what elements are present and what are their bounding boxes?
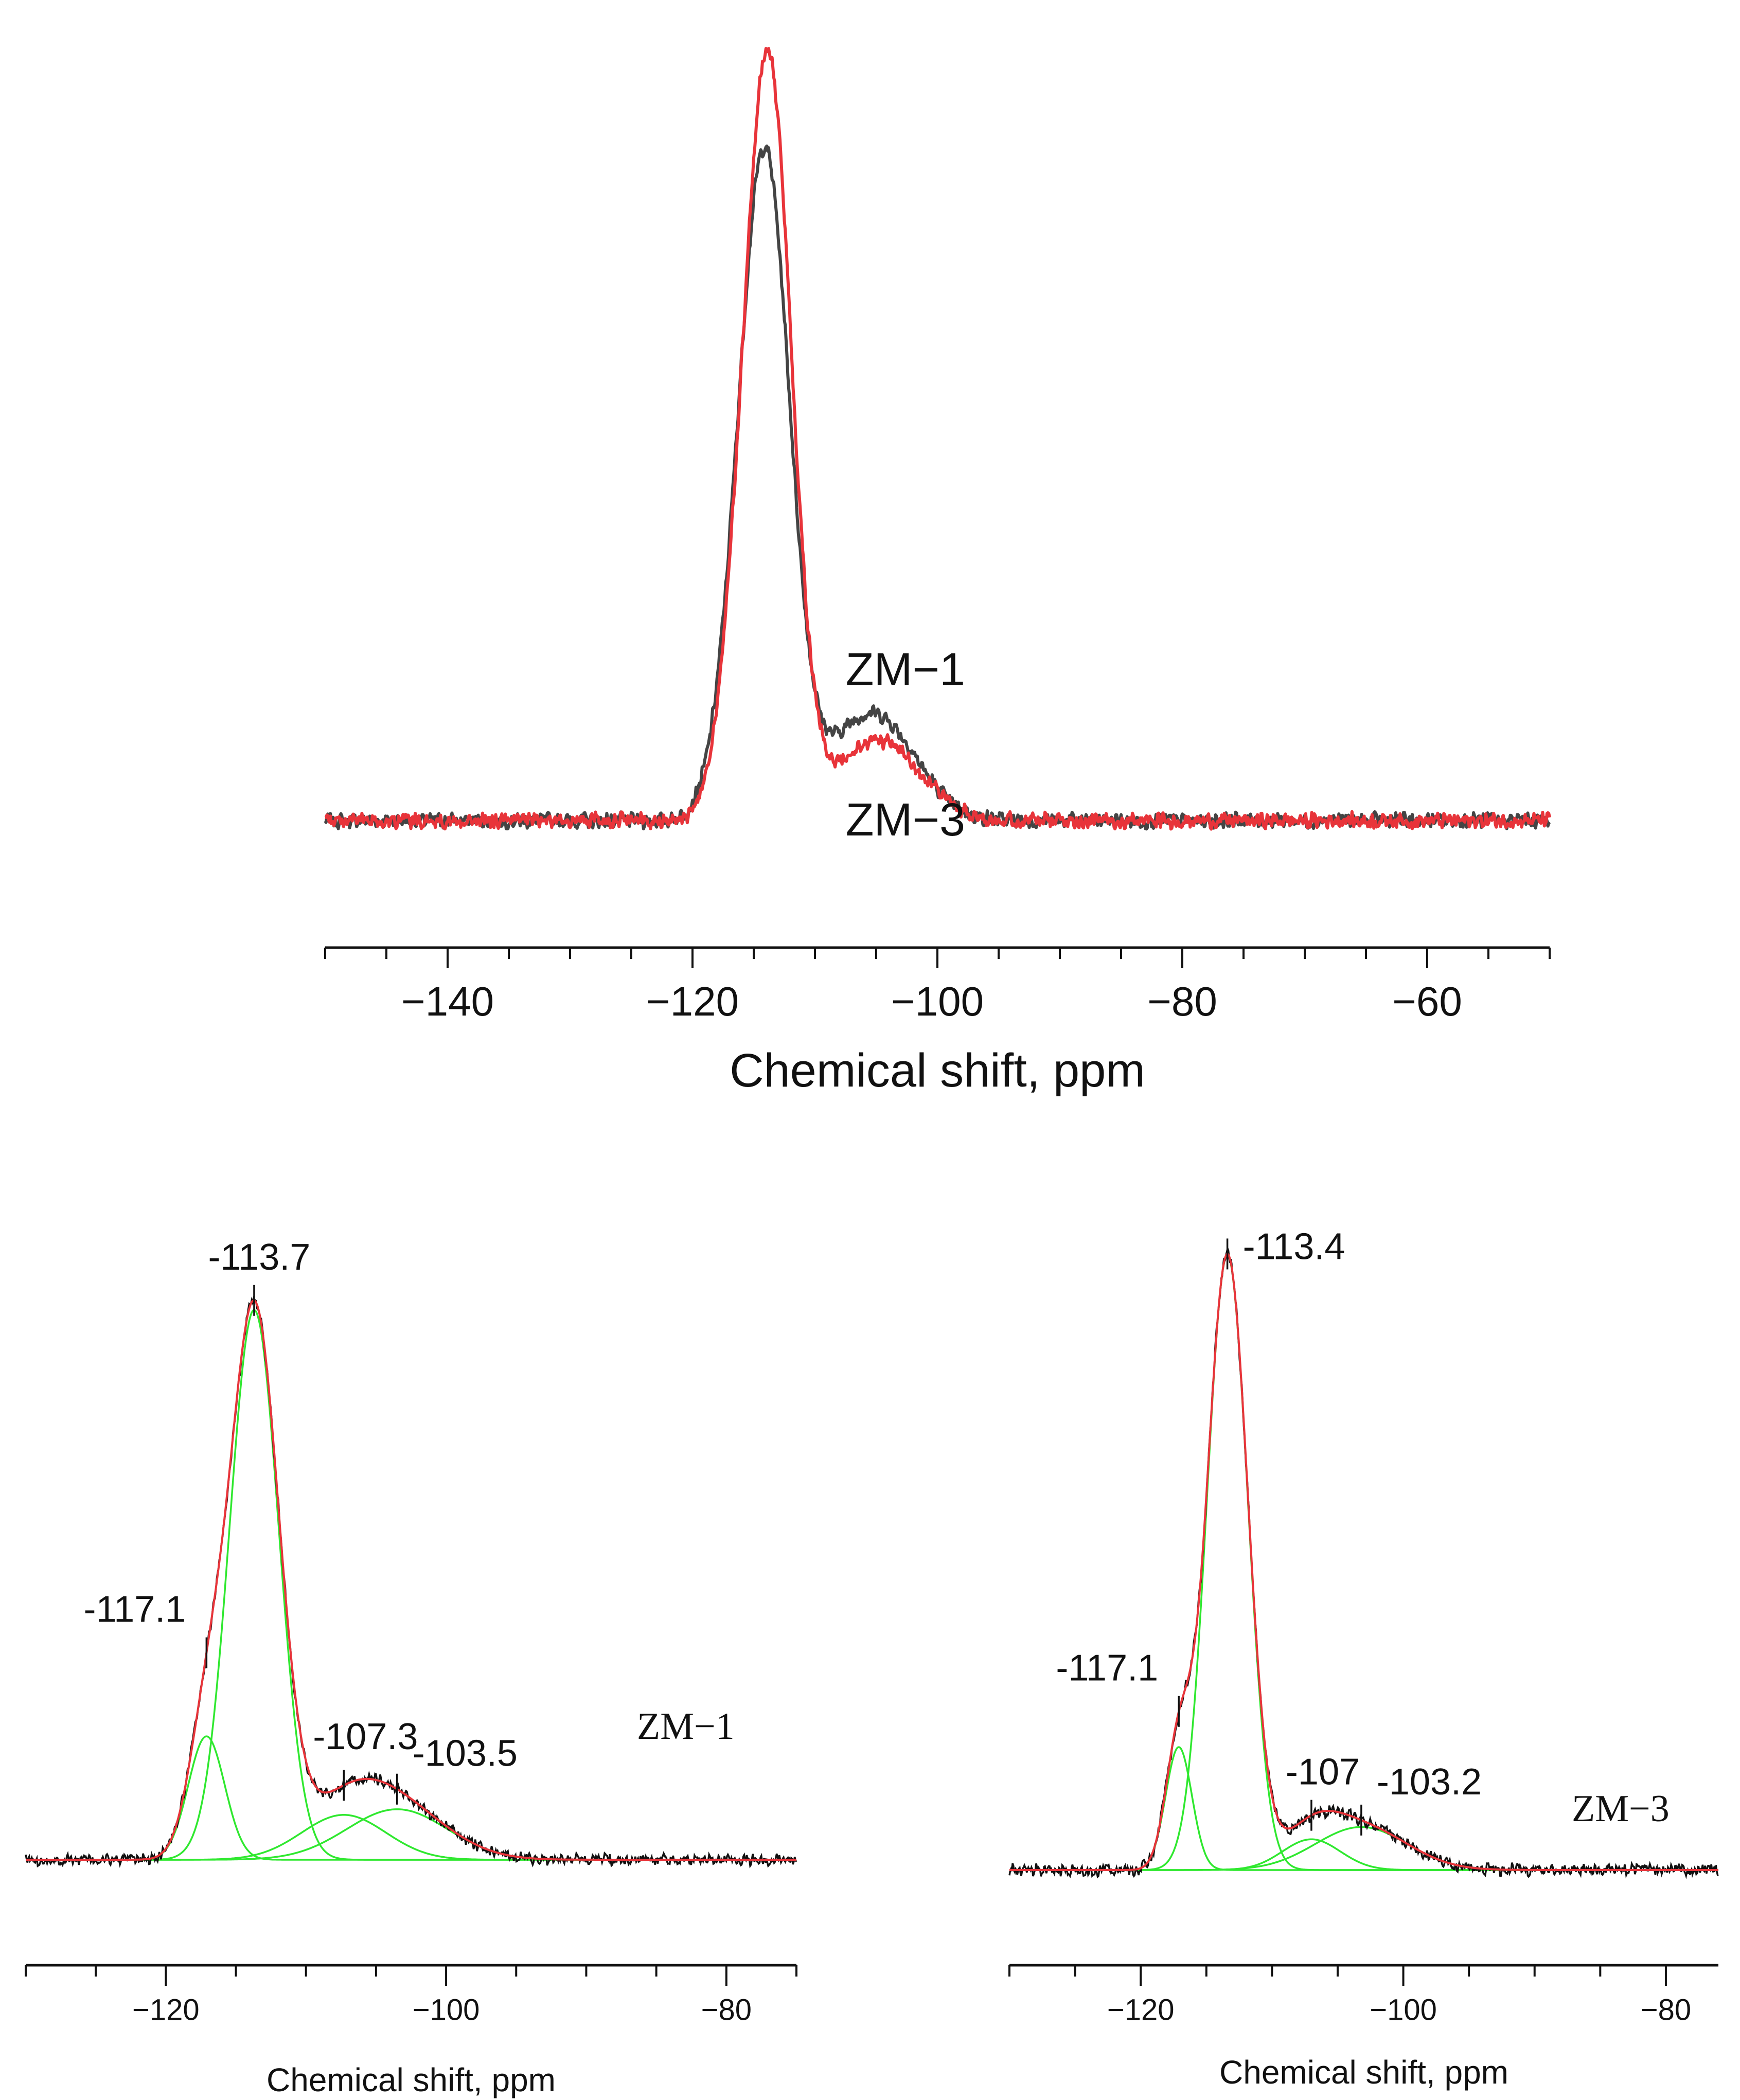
peak-label: -113.4 xyxy=(1243,1226,1345,1267)
zm1-deconvolution-panel: −120 −100 −80 Chemical shift, ppm -117.1 -113… xyxy=(25,1237,797,2098)
experimental-spectrum xyxy=(25,1296,797,1868)
x-axis-label: Chemical shift, ppm xyxy=(1219,2054,1508,2091)
component-peak-2 xyxy=(26,1309,796,1861)
fitted-envelope xyxy=(26,1299,796,1861)
x-tick-label: −80 xyxy=(1147,978,1217,1024)
x-tick-label: −80 xyxy=(701,1994,752,2027)
x-tick-label: −120 xyxy=(646,978,739,1024)
peak-label: -117.1 xyxy=(1056,1648,1158,1689)
sample-label: ZM−1 xyxy=(637,1705,735,1748)
peak-label: -113.7 xyxy=(208,1237,311,1278)
peak-label: -117.1 xyxy=(84,1589,186,1630)
series-line-2 xyxy=(324,47,1551,831)
series-annotation: ZM−1 xyxy=(846,644,966,696)
component-peak-3 xyxy=(26,1814,796,1861)
x-tick-label: −100 xyxy=(1370,1994,1437,2027)
experimental-spectrum xyxy=(1008,1245,1719,1879)
x-tick-label: −120 xyxy=(132,1994,200,2027)
component-peak-3 xyxy=(1009,1838,1718,1871)
series-line-1 xyxy=(324,144,1551,831)
component-peak-2 xyxy=(1009,1254,1718,1871)
component-peak-4 xyxy=(26,1808,796,1861)
x-axis-label: Chemical shift, ppm xyxy=(267,2061,556,2098)
peak-label: -107 xyxy=(1286,1752,1360,1793)
x-tick-label: −140 xyxy=(401,978,494,1024)
fitted-envelope xyxy=(1009,1253,1718,1871)
zm3-deconvolution-panel: −120 −100 −80 Chemical shift, ppm -117.1 -113… xyxy=(1008,1226,1719,2091)
peak-label: -103.2 xyxy=(1377,1761,1482,1803)
top-spectrum-panel: −140 −120 −100 −80 −60 Chemical shift, ppm ZM−… xyxy=(324,47,1551,1097)
x-tick-label: −80 xyxy=(1641,1994,1691,2027)
x-tick-label: −60 xyxy=(1392,978,1462,1024)
sample-label: ZM−3 xyxy=(1572,1788,1670,1830)
x-axis-label: Chemical shift, ppm xyxy=(730,1044,1145,1097)
x-tick-label: −100 xyxy=(413,1994,480,2027)
peak-label: -107.3 xyxy=(313,1716,418,1757)
x-tick-label: −120 xyxy=(1107,1994,1175,2027)
peak-label: -103.5 xyxy=(413,1733,518,1774)
x-tick-label: −100 xyxy=(891,978,984,1024)
series-annotation: ZM−3 xyxy=(846,794,966,846)
